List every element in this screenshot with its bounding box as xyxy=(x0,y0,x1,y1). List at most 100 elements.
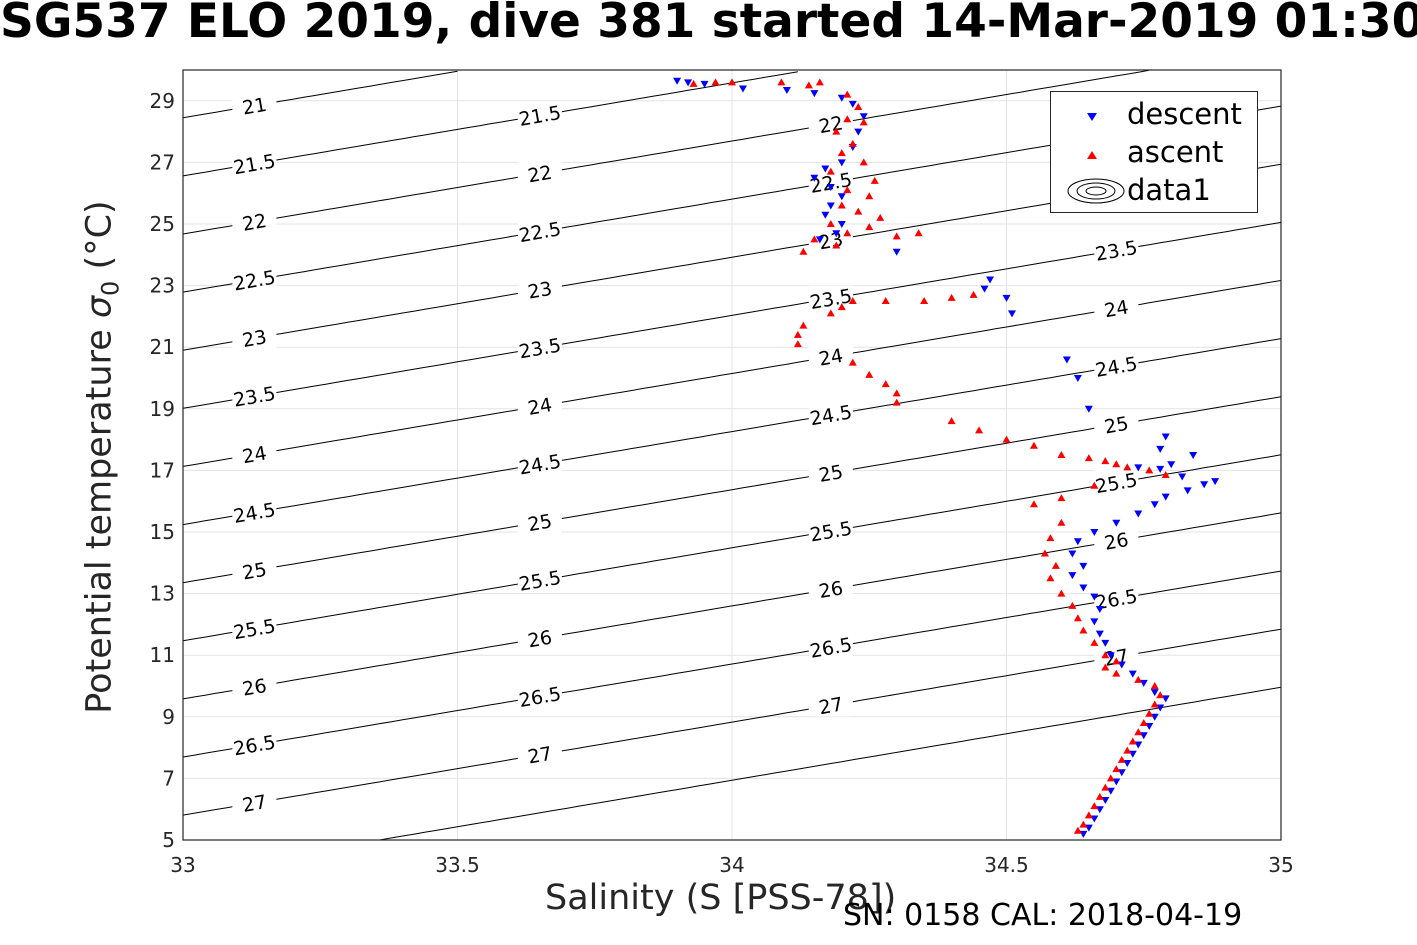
ascent-point xyxy=(1150,682,1159,689)
descent-point xyxy=(1079,584,1088,592)
y-tick-label: 13 xyxy=(150,582,175,606)
ascent-point xyxy=(1112,460,1121,468)
descent-point xyxy=(700,80,709,88)
ascent-point xyxy=(1161,471,1170,479)
ascent-point xyxy=(1090,481,1099,489)
descent-point xyxy=(1161,695,1170,703)
descent-point xyxy=(821,211,830,219)
contour-label: 25 xyxy=(241,559,269,585)
descent-point xyxy=(1117,769,1126,777)
contour-label-bg xyxy=(232,383,277,408)
descent-point xyxy=(826,184,835,192)
ascent-point xyxy=(975,426,984,434)
axes-box xyxy=(182,69,1282,841)
contour-label-bg xyxy=(232,790,277,815)
legend-label-ascent: ascent xyxy=(1127,135,1224,169)
ascent-point xyxy=(1029,441,1038,449)
descent-point xyxy=(821,165,830,173)
descent-point xyxy=(1156,465,1165,473)
contour-label-bg xyxy=(232,325,277,350)
ascent-point xyxy=(837,303,846,311)
ascent-point xyxy=(1123,746,1132,754)
descent-point xyxy=(1178,473,1187,481)
contour-label-bg xyxy=(1094,527,1139,552)
contour-label: 26 xyxy=(526,627,554,653)
contour-label-bg xyxy=(232,267,277,292)
ascent-point xyxy=(1101,663,1110,671)
ascent-point xyxy=(892,398,901,406)
ascent-point xyxy=(1112,669,1121,677)
descent-point xyxy=(837,159,846,167)
descent-point xyxy=(1090,618,1099,626)
ascent-point xyxy=(843,186,852,194)
contour-label: 23 xyxy=(241,326,269,352)
descent-marker-icon xyxy=(1087,113,1097,121)
descent-point xyxy=(1073,375,1082,382)
ascent-point xyxy=(1079,820,1088,828)
ascent-point xyxy=(799,321,808,329)
descent-point xyxy=(986,276,995,284)
descent-point xyxy=(1084,405,1093,413)
ascent-point xyxy=(843,229,852,237)
ascent-point xyxy=(793,340,802,348)
contour-label-bg xyxy=(808,459,853,484)
descent-point xyxy=(859,113,868,121)
descent-point xyxy=(1112,778,1121,786)
contour-label-bg xyxy=(232,673,277,698)
descent-point xyxy=(1128,750,1137,758)
contour-label-bg xyxy=(517,509,562,534)
ascent-point xyxy=(1090,802,1099,810)
ascent-point xyxy=(793,330,802,338)
isopycnal-line xyxy=(182,71,798,177)
descent-point xyxy=(1090,529,1099,536)
ascent-point xyxy=(876,213,885,221)
y-tick-label: 19 xyxy=(150,397,175,421)
descent-point xyxy=(1101,796,1110,804)
contour-label-bg xyxy=(1094,295,1139,320)
descent-point xyxy=(810,90,819,98)
ascent-point xyxy=(1150,700,1159,708)
x-axis-label: Salinity (S [PSS-78]) xyxy=(545,878,897,918)
contour-label-bg xyxy=(232,92,277,117)
x-tick-label: 35 xyxy=(1268,853,1293,877)
ascent-point xyxy=(826,167,835,175)
ascent-point xyxy=(865,370,874,378)
legend-item-data1: data1 xyxy=(1051,172,1257,210)
ascent-point xyxy=(1051,561,1060,569)
ascent-point xyxy=(1101,457,1110,465)
descent-series xyxy=(673,77,1220,838)
descent-point xyxy=(1150,501,1159,509)
contour-label-bg xyxy=(232,557,277,582)
descent-point xyxy=(1167,461,1176,469)
descent-point xyxy=(815,236,824,244)
descent-point xyxy=(1161,433,1170,441)
ascent-point xyxy=(1112,657,1121,665)
ascent-point xyxy=(777,78,786,86)
isopycnal-line xyxy=(182,70,458,119)
y-tick-label: 11 xyxy=(150,643,175,667)
ascent-point xyxy=(892,232,901,240)
ascent-series xyxy=(689,78,1170,834)
contour-label-bg xyxy=(517,393,562,418)
descent-point xyxy=(1106,652,1115,660)
descent-point xyxy=(1068,550,1077,558)
x-tick-label: 33 xyxy=(170,853,195,877)
ascent-point xyxy=(1073,826,1082,834)
descent-point xyxy=(1123,760,1132,767)
ascent-point xyxy=(799,247,808,255)
ascent-point xyxy=(854,102,863,110)
x-tick-label: 34 xyxy=(719,853,744,877)
contour-label: 25 xyxy=(817,461,845,487)
descent-point xyxy=(1112,519,1121,527)
contour-label-bg xyxy=(1094,353,1139,378)
contour-label-bg xyxy=(517,276,562,301)
axis-ticks: 33 33.5 34 34.5 35 5 7 9 11 13 15 17 19 21 23 25 27 29 xyxy=(150,89,1294,877)
serial-calibration-footer: SN: 0158 CAL: 2018-04-19 xyxy=(843,898,1243,933)
contour-label: 25 xyxy=(1103,413,1131,439)
ascent-point xyxy=(1068,601,1077,609)
descent-point xyxy=(1073,538,1082,546)
ascent-point xyxy=(848,139,857,147)
descent-point xyxy=(1200,481,1209,489)
ascent-point xyxy=(1095,792,1104,800)
descent-point xyxy=(1189,452,1198,459)
